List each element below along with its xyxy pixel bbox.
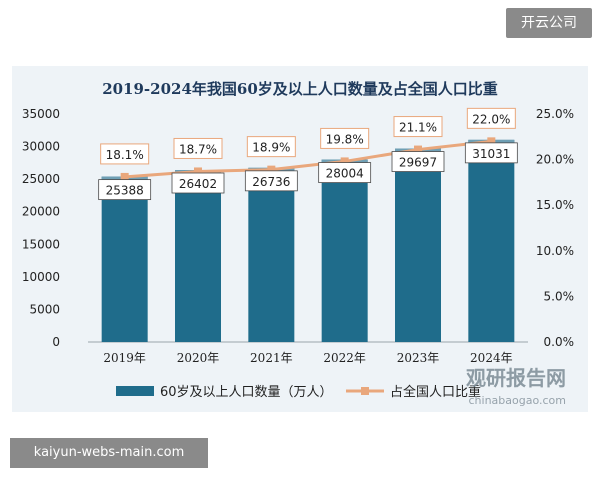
ratio-marker: [120, 172, 129, 181]
watermark: 观研报告网 chinabaogao.com: [466, 366, 566, 407]
x-tick-label: 2023年: [397, 351, 440, 365]
y-left-tick-label: 5000: [29, 302, 60, 316]
ratio-value-box: [466, 107, 516, 129]
bar-value-box: [464, 142, 518, 164]
y-left-tick-label: 10000: [22, 270, 60, 284]
y-right-tick-label: 15.0%: [536, 198, 574, 212]
bar-value-label: 26402: [179, 177, 217, 191]
corner-tag: 开云公司: [506, 8, 592, 38]
ratio-value-label: 18.7%: [179, 142, 217, 156]
legend-line-marker: [361, 387, 369, 395]
ratio-marker: [340, 157, 349, 166]
legend-bar-swatch: [116, 386, 154, 396]
y-right-tick-label: 0.0%: [544, 335, 575, 349]
ratio-line: [124, 139, 492, 179]
footer-url: kaiyun-webs-main.com: [10, 438, 208, 468]
bar-value-box: [98, 179, 152, 201]
bar-value-label: 26736: [252, 175, 290, 189]
bar: [468, 139, 515, 342]
ratio-value-label: 18.9%: [252, 141, 290, 155]
y-right-tick-label: 25.0%: [536, 107, 574, 121]
y-right-tick-label: 5.0%: [544, 289, 575, 303]
bar-value-label: 25388: [106, 184, 144, 198]
bar-value-label: 28004: [326, 167, 364, 181]
watermark-main: 观研报告网: [466, 366, 566, 390]
ratio-value-box: [393, 116, 443, 138]
bar: [175, 170, 221, 342]
bar-value-box: [244, 170, 298, 192]
legend-bar-label: 60岁及以上人口数量（万人）: [160, 385, 333, 400]
chart-title: 2019-2024年我国60岁及以上人口数量及占全国人口比重: [102, 80, 498, 98]
ratio-value-box: [246, 136, 296, 158]
y-left-tick-label: 25000: [22, 172, 60, 186]
legend-line-label: 占全国人口比重: [390, 384, 481, 400]
bar: [101, 176, 148, 342]
bar-value-label: 31031: [472, 147, 510, 161]
y-left-tick-label: 20000: [22, 205, 60, 219]
ratio-marker: [414, 145, 422, 154]
ratio-value-box: [320, 127, 370, 149]
ratio-marker: [194, 167, 202, 176]
x-tick-label: 2022年: [323, 351, 366, 365]
ratio-value-box: [173, 137, 223, 159]
ratio-value-label: 18.1%: [106, 148, 144, 162]
y-left-tick-label: 0: [52, 335, 60, 349]
bar-value-box: [318, 162, 372, 183]
ratio-value-label: 19.8%: [326, 132, 364, 146]
watermark-sub: chinabaogao.com: [469, 394, 567, 407]
bar-value-label: 29697: [399, 156, 437, 170]
y-left-tick-label: 15000: [22, 237, 60, 251]
bar: [395, 148, 441, 342]
ratio-marker: [487, 137, 496, 146]
bar: [248, 167, 295, 342]
x-tick-label: 2021年: [250, 351, 293, 365]
bar-value-box: [171, 172, 225, 194]
y-right-tick-label: 10.0%: [536, 244, 574, 258]
y-left-tick-label: 30000: [22, 140, 60, 154]
ratio-marker: [267, 165, 276, 174]
ratio-value-label: 22.0%: [472, 112, 510, 126]
ratio-value-box: [100, 143, 150, 165]
y-right-tick-label: 20.0%: [536, 153, 574, 167]
x-tick-label: 2019年: [103, 351, 146, 365]
x-tick-label: 2020年: [177, 351, 220, 365]
y-left-tick-label: 35000: [22, 107, 60, 121]
ratio-value-label: 21.1%: [399, 121, 437, 135]
x-tick-label: 2024年: [470, 351, 513, 365]
bar: [321, 159, 368, 342]
bar-value-box: [391, 151, 445, 172]
